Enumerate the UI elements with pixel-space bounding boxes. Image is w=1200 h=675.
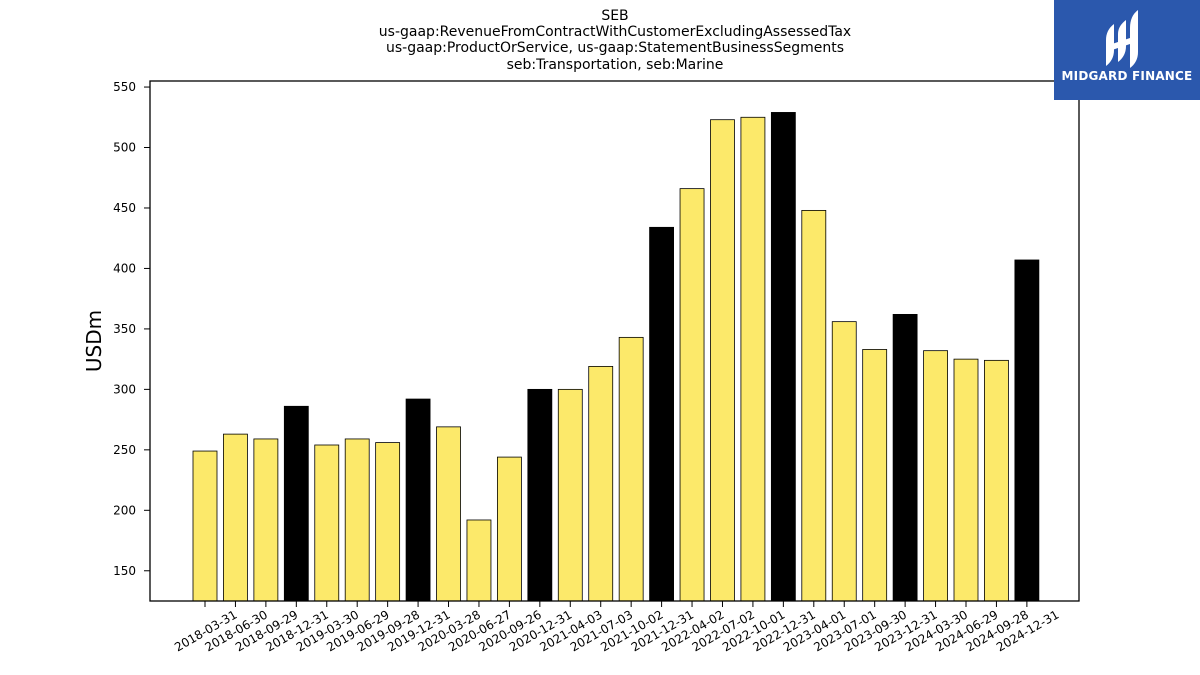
y-tick-label: 350 — [113, 322, 136, 336]
y-axis: 150 200 250 300 350 400 450 500 550 — [113, 80, 150, 578]
y-tick-label: 200 — [113, 503, 136, 517]
bar-2018-06-30 — [223, 433, 248, 602]
bar-2024-03-30 — [923, 350, 948, 602]
bar-2024-09-28 — [984, 359, 1009, 602]
x-axis: 2018-03-312018-06-302018-09-292018-12-31… — [172, 601, 1061, 654]
bar-2023-12-31 — [892, 313, 918, 602]
y-axis-label: USDm — [82, 310, 106, 372]
bar-2023-09-30 — [862, 349, 888, 602]
bar-2023-07-01 — [831, 321, 857, 602]
bar-2022-04-02 — [679, 188, 705, 602]
chart-title-line-2: us-gaap:RevenueFromContractWithCustomerE… — [378, 24, 852, 40]
bars-layer — [192, 112, 1040, 602]
y-tick-label: 250 — [113, 443, 136, 457]
bar-2019-03-30 — [314, 444, 340, 602]
bar-2022-07-02 — [710, 119, 735, 602]
bar-2018-03-31 — [192, 450, 218, 602]
y-tick-label: 400 — [113, 261, 136, 275]
bar-2019-12-31 — [405, 398, 431, 602]
y-tick-label: 450 — [113, 201, 136, 215]
chart-title-line-3: us-gaap:ProductOrService, us-gaap:Statem… — [385, 40, 844, 56]
logo-text: MIDGARD FINANCE — [1061, 69, 1193, 83]
bar-2021-07-03 — [588, 365, 614, 602]
bar-2018-12-31 — [283, 405, 309, 602]
y-tick-label: 500 — [113, 141, 136, 155]
bar-2018-09-29 — [253, 438, 279, 602]
chart-title-line-4: seb:Transportation, seb:Marine — [506, 57, 724, 73]
bar-2021-04-03 — [557, 388, 583, 602]
midgard-finance-logo: MIDGARD FINANCE — [1054, 0, 1200, 100]
bar-2023-04-01 — [801, 209, 827, 602]
bar-2020-12-31 — [527, 388, 553, 602]
bar-2024-06-29 — [953, 358, 979, 602]
bar-2019-06-29 — [344, 438, 370, 602]
y-tick-label: 150 — [113, 564, 136, 578]
bar-2020-03-28 — [436, 426, 461, 602]
bar-2022-10-01 — [740, 116, 766, 602]
bar-2020-09-26 — [496, 456, 522, 602]
bar-2021-10-02 — [618, 336, 644, 602]
bar-2020-06-27 — [466, 519, 492, 602]
midgard-logo-icon — [1106, 10, 1138, 68]
bar-2024-12-31 — [1014, 259, 1040, 602]
bar-2019-09-28 — [375, 442, 401, 602]
bar-2022-12-31 — [770, 112, 796, 602]
y-tick-label: 300 — [113, 382, 136, 396]
y-tick-label: 550 — [113, 80, 136, 94]
plot-frame — [149, 80, 1080, 602]
chart-title-line-1: SEB — [601, 8, 629, 24]
bar-2021-12-31 — [649, 226, 674, 602]
